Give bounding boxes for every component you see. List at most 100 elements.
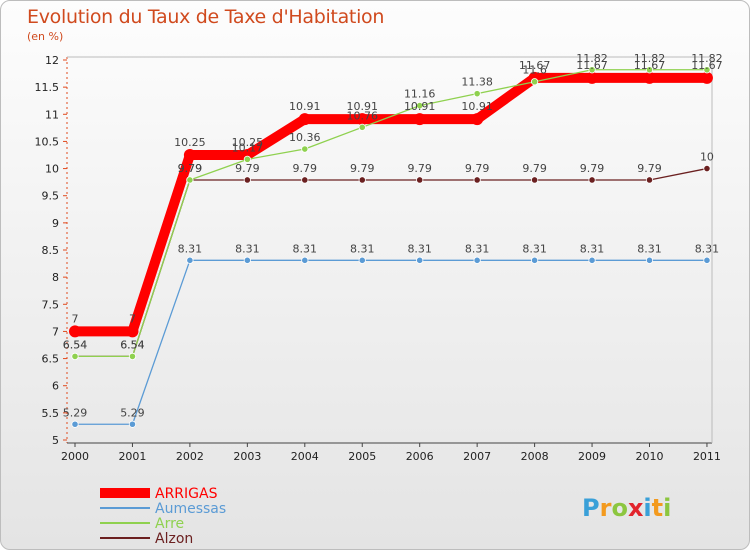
point-aumessas [301, 256, 309, 264]
value-label: 9.79 [293, 162, 318, 175]
y-tick-label: 5.5 [42, 407, 60, 420]
point-arre [128, 352, 137, 360]
value-label: 10.17 [232, 141, 264, 154]
point-alzon [588, 176, 596, 184]
value-label: 8.31 [350, 242, 375, 255]
value-label: 8.31 [293, 242, 318, 255]
point-alzon [530, 176, 539, 184]
x-tick-label: 2005 [348, 450, 376, 463]
logo-letter: i [643, 494, 651, 522]
value-label: 11.67 [576, 59, 608, 72]
point-arrigas [183, 149, 196, 161]
point-alzon [645, 176, 654, 184]
unit-label: (en %) [27, 30, 64, 43]
x-tick-labels: 2000 2001 2002 2003 2004 2005 2006 2007 2008 2009… [61, 443, 721, 463]
value-label: 9.79 [178, 162, 203, 175]
value-label: 10.91 [289, 100, 321, 113]
point-aumessas [186, 256, 194, 264]
value-label: 11.67 [519, 59, 551, 72]
value-label: 10 [700, 151, 714, 164]
point-arre [530, 78, 539, 86]
value-label: 9.79 [407, 162, 432, 175]
value-label: 9.79 [235, 162, 260, 175]
point-arre [645, 66, 654, 74]
point-arrigas [471, 113, 484, 126]
x-tick-label: 2003 [233, 450, 261, 463]
value-label: 5.29 [63, 406, 88, 419]
value-label: 9.79 [580, 162, 605, 175]
legend-label-aumessas: Aumessas [155, 501, 226, 517]
value-label: 5.29 [120, 406, 145, 419]
x-tick-label: 2007 [463, 450, 491, 463]
point-aumessas [473, 256, 481, 264]
point-arre [588, 66, 596, 74]
y-tick-label: 8 [52, 271, 59, 284]
point-arrigas [643, 71, 656, 84]
value-label: 7 [129, 312, 136, 325]
logo-letter: i [663, 494, 671, 522]
y-tick-label: 10 [45, 163, 59, 176]
point-aumessas [530, 256, 539, 264]
point-aumessas [128, 420, 137, 428]
x-tick-label: 2001 [118, 450, 146, 463]
y-tick-label: 8.5 [42, 244, 60, 257]
value-label: 9.79 [350, 162, 375, 175]
point-alzon [416, 176, 424, 184]
value-label: 9.79 [465, 162, 490, 175]
value-label: 10.36 [289, 131, 321, 144]
series-group [69, 66, 713, 428]
x-tick-label: 2002 [176, 450, 204, 463]
y-tick-label: 11.5 [35, 81, 60, 94]
value-label: 11.16 [404, 88, 436, 101]
value-label: 8.31 [235, 242, 260, 255]
y-tick-label: 6.5 [42, 353, 60, 366]
point-aumessas [71, 420, 79, 428]
value-label: 7 [72, 312, 79, 325]
point-aumessas [588, 256, 596, 264]
series-line-arre [74, 69, 708, 358]
value-label: 6.54 [120, 338, 145, 351]
series-line-aumessas [74, 259, 708, 425]
legend-label-alzon: Alzon [155, 531, 193, 547]
axes [66, 56, 713, 444]
point-arrigas [700, 71, 713, 84]
point-arrigas [413, 113, 426, 126]
x-tick-label: 2010 [636, 450, 664, 463]
value-label: 8.31 [637, 242, 662, 255]
value-label: 10.91 [461, 100, 493, 113]
point-arrigas [298, 113, 311, 126]
y-tick-label: 5 [52, 434, 59, 447]
point-arre [71, 352, 79, 360]
value-label: 10.76 [347, 109, 379, 122]
value-label: 8.31 [178, 242, 203, 255]
point-alzon [358, 176, 366, 184]
logo-letter: o [611, 494, 628, 522]
chart-title: Evolution du Taux de Taxe d'Habitation [27, 6, 385, 28]
value-label: 11.67 [691, 59, 723, 72]
legend-label-arre: Arre [155, 516, 184, 532]
value-label: 8.31 [465, 242, 490, 255]
proxiti-logo: Proxiti [582, 494, 671, 522]
point-aumessas [645, 256, 654, 264]
y-tick-label: 9.5 [42, 190, 60, 203]
x-tick-label: 2009 [578, 450, 606, 463]
point-aumessas [416, 256, 424, 264]
point-arrigas [356, 113, 369, 126]
value-label: 11.38 [461, 76, 493, 89]
value-label: 6.54 [63, 338, 88, 351]
y-tick-label: 9 [52, 217, 59, 230]
point-arre [416, 102, 424, 110]
value-label: 8.31 [407, 242, 432, 255]
point-arre [703, 66, 711, 74]
logo-letter: t [652, 494, 663, 522]
x-tick-label: 2006 [406, 450, 434, 463]
series-line-alzon [74, 167, 708, 358]
point-alzon [703, 164, 711, 173]
value-label: 10.91 [347, 100, 379, 113]
point-alzon [301, 176, 309, 184]
point-arre [186, 176, 194, 184]
y-tick-label: 12 [45, 54, 59, 67]
value-label: 11.67 [634, 59, 666, 72]
